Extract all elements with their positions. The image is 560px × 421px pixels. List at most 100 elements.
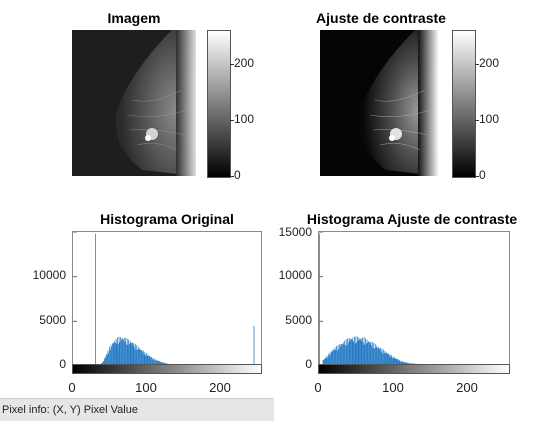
h1-xtick-200: 200 (200, 380, 240, 395)
histogram-bar (95, 234, 96, 366)
histogram-original-axes[interactable] (72, 231, 262, 367)
histogram-bar (364, 345, 365, 366)
histogram-bar (359, 339, 360, 366)
histogram-bar (360, 339, 361, 366)
histogram-bar (341, 344, 342, 366)
histogram-bar (344, 341, 345, 366)
histogram-bar (367, 343, 368, 366)
histogram-contrast-axes[interactable] (318, 231, 510, 367)
histogram-bar (128, 345, 129, 366)
histogram-bar (338, 345, 339, 366)
h2-xtick-100: 100 (373, 380, 413, 395)
image-title: Imagem (72, 10, 196, 26)
histogram-bar (350, 341, 351, 367)
h2-ytick-10000: 10000 (272, 268, 312, 282)
histogram-bar (122, 338, 123, 366)
histogram-bar (344, 345, 345, 366)
histogram-bar (126, 344, 127, 366)
h2-xtick-200: 200 (447, 380, 487, 395)
histogram-bar (129, 344, 130, 366)
histogram-bar (112, 343, 113, 366)
histogram-bar (123, 340, 124, 366)
histogram-bar (348, 343, 349, 366)
histogram-bar (347, 338, 348, 366)
histogram-bar (370, 343, 371, 366)
histogram-bar (131, 343, 132, 366)
mammogram-original-graphic (72, 30, 196, 176)
histogram-bar (355, 344, 356, 367)
histogram-bar (358, 341, 359, 366)
h2-xtick-0: 0 (298, 380, 338, 395)
histogram-bar (117, 344, 118, 366)
colorbar2-tick-200: 200 (479, 56, 499, 70)
histogram-contrast-graybar (318, 364, 510, 374)
histogram-bar (371, 345, 372, 366)
histogram-bar (336, 346, 337, 366)
histogram-bar (133, 343, 134, 366)
histogram-bar (361, 338, 362, 366)
histogram-bar (358, 338, 359, 366)
h2-ytick-0: 0 (272, 357, 312, 371)
histogram-bar (132, 343, 133, 366)
histogram-bar (372, 342, 373, 366)
contrast-mammogram-image[interactable] (320, 30, 438, 176)
histogram-bar (362, 338, 363, 366)
original-colorbar (207, 30, 231, 178)
histogram-bar (354, 337, 355, 366)
histogram-bar (367, 339, 368, 366)
histogram-bar (352, 340, 353, 366)
histogram-bar (361, 341, 362, 366)
colorbar-tick-100: 100 (234, 112, 254, 126)
histogram-bar (120, 337, 121, 366)
histogram-original-graybar (72, 364, 262, 374)
histogram-bar (366, 344, 367, 366)
histogram-bar (357, 337, 358, 366)
histogram-bar (353, 338, 354, 366)
pixel-info-status-bar: Pixel info: (X, Y) Pixel Value (0, 398, 274, 421)
histogram-bar (319, 234, 320, 366)
h1-ytick-5000: 5000 (26, 313, 66, 327)
histogram-bar (116, 339, 117, 366)
histogram-bar (117, 337, 118, 366)
colorbar2-tick-100: 100 (479, 112, 499, 126)
h1-xtick-0: 0 (52, 380, 92, 395)
histogram-bar (376, 346, 377, 366)
histogram-bar (364, 337, 365, 366)
histogram-bar (342, 344, 343, 366)
histogram-bar (121, 340, 122, 366)
histogram-bar (114, 342, 115, 366)
histogram-bar (115, 343, 116, 366)
histogram-bar (349, 338, 350, 366)
histogram-bar (368, 341, 369, 366)
histogram-bar (351, 339, 352, 366)
histogram-bar (124, 338, 125, 366)
histogram-bar (133, 345, 134, 366)
histogram-bar (122, 339, 123, 366)
histogram-bar (346, 339, 347, 366)
h1-ytick-10000: 10000 (26, 268, 66, 282)
contrast-image-title: Ajuste de contraste (296, 10, 466, 26)
histogram-bar (135, 344, 136, 366)
histogram-bar (125, 338, 126, 366)
pixel-info-text: Pixel info: (X, Y) Pixel Value (2, 404, 138, 416)
colorbar-tick-200: 200 (234, 56, 254, 70)
histogram-bar (128, 340, 129, 366)
histogram-bar (111, 345, 112, 366)
histogram-bar (119, 337, 120, 366)
histogram-bar (363, 343, 364, 366)
histogram-bar (369, 342, 370, 366)
histogram-bar (341, 344, 342, 366)
histogram-original-title: Histograma Original (72, 211, 262, 227)
histogram-bar (254, 326, 255, 366)
mammogram-contrast-graphic (320, 30, 438, 176)
original-mammogram-image[interactable] (72, 30, 196, 176)
histogram-bar (356, 336, 357, 366)
histogram-bar (347, 345, 348, 366)
histogram-contrast-plot (319, 232, 509, 366)
histogram-bar (114, 341, 115, 366)
histogram-bar (345, 345, 346, 366)
histogram-bar (119, 342, 120, 366)
histogram-bar (370, 342, 371, 366)
histogram-bar (373, 343, 374, 366)
histogram-bar (118, 344, 119, 366)
